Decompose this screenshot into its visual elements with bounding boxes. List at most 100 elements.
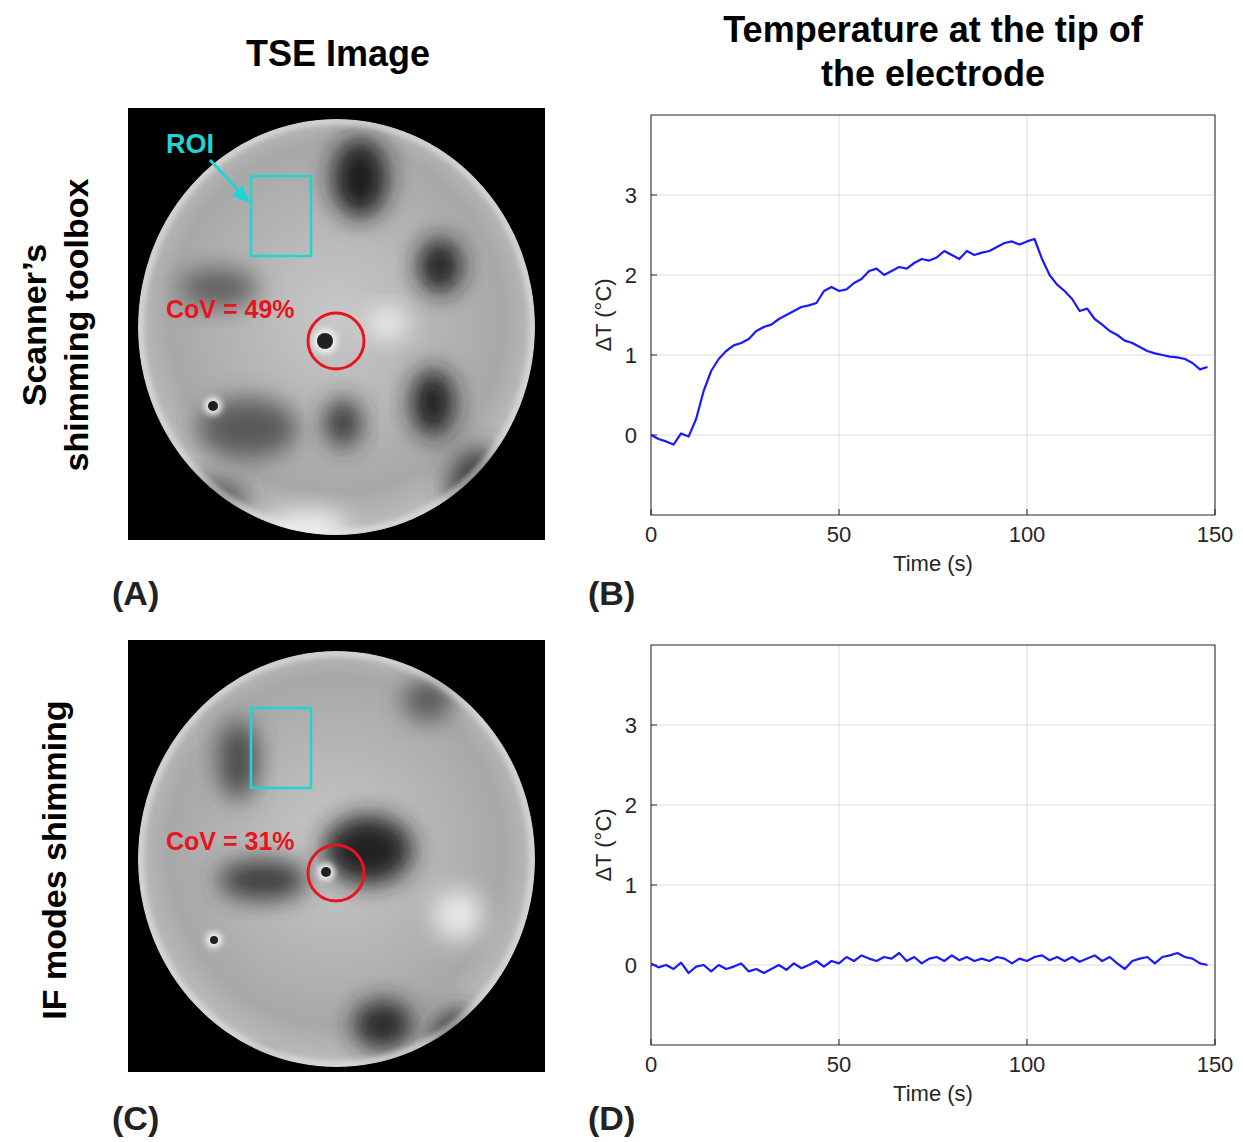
axis-title: ΔT (°C)	[591, 278, 616, 351]
phantom	[128, 119, 535, 546]
field-shading	[218, 860, 308, 900]
row-label: Scanner’sshimming toolbox	[15, 179, 95, 472]
tick-label: 2	[625, 793, 637, 818]
column-title: TSE Image	[246, 33, 430, 74]
axes-frame	[651, 645, 1215, 1045]
series-group	[651, 239, 1207, 445]
tick-mark	[1027, 509, 1028, 515]
field-shading	[353, 1000, 413, 1050]
tick-label: 50	[827, 522, 851, 547]
artifact-halo	[204, 397, 222, 415]
tse-image: CoV = 49% ROI	[128, 108, 545, 546]
grid-line	[651, 725, 1215, 726]
text-line: Temperature at the tip of	[723, 9, 1143, 50]
panel-label: (D)	[588, 1099, 635, 1137]
temperature-line	[651, 953, 1207, 973]
cov-label: CoV = 31%	[166, 827, 295, 855]
field-shading	[411, 369, 455, 437]
grid-line	[651, 805, 1215, 806]
row-label: IF modes shimming	[35, 700, 73, 1019]
roi-arrow	[210, 160, 242, 194]
axis-title: ΔT (°C)	[591, 808, 616, 881]
field-shading	[268, 510, 348, 546]
roi-box	[251, 708, 311, 788]
panel-label: (B)	[588, 574, 635, 612]
panel-label: (C)	[112, 1099, 159, 1137]
artifact-halo	[313, 329, 337, 353]
phantom	[138, 651, 535, 1100]
grid-line	[651, 275, 1215, 276]
electrode-artifact	[321, 867, 331, 877]
grid-line	[651, 355, 1215, 356]
tick-label: 100	[1009, 1052, 1046, 1077]
electrode-circle	[308, 845, 364, 901]
grid-line	[651, 195, 1215, 196]
roi-box	[251, 176, 311, 256]
field-shading	[198, 398, 298, 458]
tick-mark	[839, 1039, 840, 1045]
grid-line	[839, 115, 840, 515]
tick-label: 1	[625, 873, 637, 898]
tse-image: CoV = 31%	[128, 640, 545, 1100]
field-shading	[208, 1060, 278, 1100]
text-line: Scanner’s	[15, 244, 53, 407]
roi-arrowhead	[232, 185, 250, 203]
tick-mark	[651, 275, 657, 276]
cov-label: CoV = 49%	[166, 295, 295, 323]
tick-label: 3	[625, 713, 637, 738]
text-line: shimming toolbox	[57, 179, 95, 472]
tick-label: 0	[625, 423, 637, 448]
text-line: IF modes shimming	[35, 700, 73, 1019]
panel-label: (A)	[112, 574, 159, 612]
tick-mark	[1027, 1039, 1028, 1045]
rim	[140, 653, 533, 1065]
tick-label: 2	[625, 263, 637, 288]
chart: 0501001500123Time (s)ΔT (°C)	[591, 645, 1233, 1106]
text-line: the electrode	[821, 53, 1045, 94]
image-background	[128, 108, 545, 540]
tick-label: 100	[1009, 522, 1046, 547]
row-label-group: IF modes shimming	[35, 700, 73, 1019]
tick-mark	[651, 195, 657, 196]
axis-title: Time (s)	[893, 551, 973, 576]
electrode-artifact	[317, 333, 333, 349]
tick-mark	[651, 805, 657, 806]
grid-line	[651, 885, 1215, 886]
series-group	[651, 953, 1207, 973]
tick-label: 150	[1197, 522, 1234, 547]
field-shading	[418, 238, 462, 294]
field-shading	[323, 815, 413, 885]
grid-line	[1027, 115, 1028, 515]
electrode-artifact	[210, 936, 218, 944]
phantom-body	[138, 119, 535, 535]
tick-mark	[651, 725, 657, 726]
grid-line	[1027, 645, 1028, 1045]
chart: 0501001500123Time (s)ΔT (°C)	[591, 115, 1233, 576]
electrode-artifact	[208, 401, 218, 411]
field-shading	[332, 138, 388, 218]
temperature-line	[651, 239, 1207, 445]
artifact-halo	[317, 863, 335, 881]
figure: TSE Image Temperature at the tip ofthe el…	[0, 0, 1243, 1142]
column-title: Temperature at the tip ofthe electrode	[723, 9, 1143, 94]
tick-label: 150	[1197, 1052, 1234, 1077]
tick-mark	[839, 509, 840, 515]
grid-line	[839, 645, 840, 1045]
text-line: TSE Image	[246, 33, 430, 74]
field-shading	[325, 399, 361, 447]
rim	[140, 121, 533, 533]
electrode-circle	[308, 313, 364, 369]
phantom-body	[138, 651, 535, 1067]
artifact-halo	[206, 932, 222, 948]
axes-frame	[651, 115, 1215, 515]
tick-label: 0	[645, 1052, 657, 1077]
tick-label: 50	[827, 1052, 851, 1077]
plot-area	[651, 645, 1215, 1045]
tick-mark	[651, 885, 657, 886]
plot-area	[651, 115, 1215, 515]
tick-label: 3	[625, 183, 637, 208]
roi-label: ROI	[166, 129, 214, 159]
tick-label: 0	[645, 522, 657, 547]
axis-title: Time (s)	[893, 1081, 973, 1106]
grid-line	[651, 435, 1215, 436]
